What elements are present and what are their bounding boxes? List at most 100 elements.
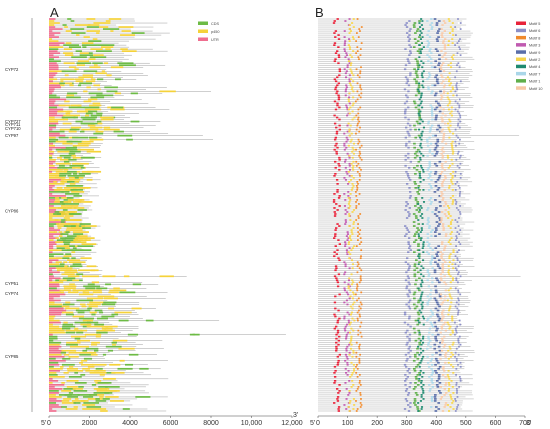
motif-box xyxy=(345,349,348,352)
motif-box xyxy=(436,255,439,258)
motif-box xyxy=(431,118,434,121)
motif-box xyxy=(429,174,432,177)
motif-box xyxy=(357,235,359,237)
motif-box xyxy=(409,402,412,404)
motif-box xyxy=(416,311,420,314)
motif-box xyxy=(360,398,362,400)
gene-exon xyxy=(49,30,53,32)
gene-exon xyxy=(97,44,115,46)
gene-exon xyxy=(49,337,58,340)
motif-box xyxy=(441,339,445,342)
motif-row xyxy=(318,199,470,201)
gene-exon xyxy=(113,287,120,290)
motif-box xyxy=(350,386,353,388)
motif-row xyxy=(318,207,472,209)
motif-box xyxy=(356,408,359,410)
gene-row xyxy=(49,102,149,105)
motif-box xyxy=(351,118,354,121)
motif-box xyxy=(429,104,432,107)
motif-box xyxy=(405,217,409,219)
gene-exon xyxy=(63,353,70,356)
motif-box xyxy=(456,88,459,91)
gene-exon xyxy=(77,60,90,63)
motif-box xyxy=(412,225,416,227)
motif-row xyxy=(318,273,468,276)
motif-box xyxy=(419,50,422,53)
motif-row xyxy=(318,154,465,157)
motif-box xyxy=(454,355,456,358)
motif-box xyxy=(403,363,407,366)
gene-exon xyxy=(85,347,99,350)
motif-box xyxy=(435,207,438,209)
motif-box xyxy=(457,122,460,125)
motif-box xyxy=(343,261,346,264)
motif-box xyxy=(349,321,352,324)
motif-row xyxy=(318,337,467,340)
motif-box xyxy=(431,26,434,28)
motif-box xyxy=(430,62,433,65)
motif-box xyxy=(459,154,462,157)
motif-box xyxy=(418,343,422,346)
motif-box xyxy=(414,182,417,185)
gene-exon xyxy=(62,277,76,280)
motif-box xyxy=(409,52,412,55)
motif-box xyxy=(348,410,351,412)
motif-box xyxy=(409,28,412,30)
motif-box xyxy=(419,38,422,40)
motif-box xyxy=(441,267,445,270)
motif-box xyxy=(336,249,339,252)
motif-box xyxy=(427,72,431,75)
motif-box xyxy=(347,406,350,408)
gene-row xyxy=(49,104,106,107)
axis-b-start-label: 5' xyxy=(310,420,315,427)
motif-box xyxy=(448,185,451,187)
motif-box xyxy=(345,333,348,336)
motif-box xyxy=(355,195,358,197)
motif-box xyxy=(443,369,446,372)
motif-box xyxy=(429,388,432,390)
motif-box xyxy=(446,76,449,79)
gene-exon xyxy=(49,114,65,117)
gene-exon xyxy=(80,400,89,402)
motif-row xyxy=(318,42,471,44)
motif-box xyxy=(417,185,421,187)
motif-box xyxy=(454,267,457,270)
gene-exon xyxy=(49,375,65,378)
motif-box xyxy=(414,136,418,139)
motif-box xyxy=(446,92,449,95)
motif-row xyxy=(318,98,461,101)
motif-box xyxy=(449,275,452,278)
gene-exon xyxy=(62,209,68,211)
motif-box xyxy=(434,100,438,103)
gene-row xyxy=(49,197,80,199)
motif-box xyxy=(444,160,447,163)
motif-box xyxy=(430,259,434,262)
motif-box xyxy=(419,30,422,32)
gene-exon xyxy=(59,211,71,213)
motif-box xyxy=(357,231,360,233)
motif-box xyxy=(431,211,434,213)
gene-exon xyxy=(75,199,85,201)
gene-exon xyxy=(63,201,72,203)
motif-box xyxy=(358,94,361,97)
gene-exon xyxy=(68,46,82,48)
motif-box xyxy=(425,251,429,254)
gene-exon xyxy=(66,386,78,388)
motif-box xyxy=(359,301,362,304)
gene-exon xyxy=(101,325,118,328)
motif-box xyxy=(447,361,450,364)
motif-box xyxy=(420,207,423,209)
motif-box xyxy=(419,373,422,376)
gene-exon xyxy=(82,227,91,229)
gene-exon xyxy=(49,62,57,65)
motif-box xyxy=(351,355,354,358)
motif-box xyxy=(426,20,429,22)
motif-box xyxy=(336,321,339,324)
motif-box xyxy=(450,158,453,161)
motif-box xyxy=(353,369,356,372)
motif-box xyxy=(444,261,447,264)
motif-box xyxy=(418,64,421,67)
motif-box xyxy=(417,122,420,125)
gene-row xyxy=(49,70,122,73)
gene-exon xyxy=(74,398,79,400)
